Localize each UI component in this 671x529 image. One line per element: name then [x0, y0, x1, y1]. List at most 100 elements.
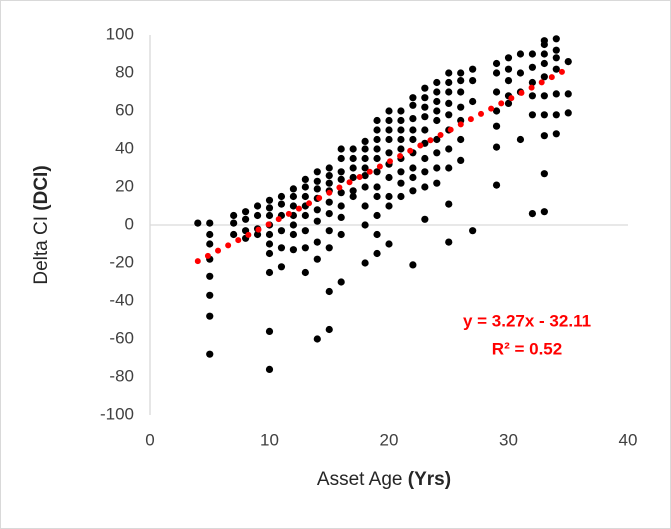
point: [277, 200, 286, 208]
point: [492, 69, 501, 77]
point: [421, 113, 429, 121]
point: [433, 135, 441, 144]
point: [206, 350, 214, 358]
point: [265, 196, 274, 204]
point: [540, 132, 548, 140]
point: [313, 177, 321, 185]
point: [409, 164, 417, 172]
point: [445, 88, 453, 96]
point: [230, 219, 238, 227]
point: [385, 192, 393, 201]
point: [397, 192, 405, 201]
point: [492, 107, 501, 115]
point: [301, 192, 309, 201]
point: [349, 192, 357, 201]
point: [337, 278, 345, 286]
point: [325, 325, 333, 334]
point: [385, 135, 393, 144]
point: [373, 249, 381, 258]
point: [385, 240, 393, 248]
point: [397, 116, 405, 125]
point: [397, 179, 405, 187]
point: [433, 179, 441, 187]
point: [421, 154, 429, 163]
point: [349, 173, 357, 182]
point: [289, 192, 297, 201]
point: [325, 164, 333, 172]
point: [421, 126, 429, 134]
point: [552, 46, 560, 54]
point: [469, 227, 477, 235]
point: [564, 58, 572, 66]
point: [337, 213, 345, 221]
point: [457, 135, 465, 144]
point: [337, 145, 345, 153]
point: [253, 211, 262, 220]
point: [492, 59, 501, 68]
point: [528, 210, 537, 218]
point: [265, 240, 274, 248]
point: [409, 173, 417, 182]
point: [552, 130, 560, 138]
x-axis-label-bold: (Yrs): [408, 469, 451, 490]
point: [265, 230, 274, 239]
point: [445, 164, 453, 172]
point: [433, 88, 441, 96]
point: [373, 145, 381, 153]
point: [301, 211, 309, 220]
point: [337, 189, 345, 197]
point: [552, 65, 560, 73]
point: [385, 173, 393, 182]
point: [325, 179, 333, 187]
point: [433, 164, 441, 172]
y-tick-label: 20: [115, 176, 134, 195]
point: [385, 149, 393, 157]
point: [445, 200, 453, 208]
y-tick-label: 60: [115, 100, 134, 119]
point: [265, 204, 274, 212]
point: [433, 107, 441, 115]
x-tick-label: 40: [619, 430, 638, 449]
point: [540, 40, 548, 49]
x-axis-label: Asset Age (Yrs): [317, 469, 451, 490]
point: [552, 90, 560, 98]
point: [373, 126, 381, 134]
point: [313, 238, 321, 246]
point: [385, 116, 393, 125]
point: [457, 69, 465, 77]
point: [313, 185, 321, 193]
point: [361, 259, 369, 267]
point: [361, 202, 369, 210]
point: [540, 111, 548, 119]
point: [301, 175, 309, 183]
point: [289, 221, 297, 229]
annotation: R² = 0.52: [492, 339, 562, 358]
point: [373, 168, 381, 176]
point: [433, 149, 441, 157]
point: [265, 249, 274, 258]
point: [206, 312, 214, 320]
point: [230, 211, 238, 220]
point: [373, 116, 381, 125]
point: [337, 154, 345, 163]
point: [528, 78, 537, 87]
point: [277, 192, 286, 201]
point: [409, 115, 417, 123]
point: [409, 135, 417, 144]
point: [445, 69, 453, 77]
point: [277, 263, 286, 271]
point: [265, 327, 274, 335]
point: [301, 183, 309, 191]
y-tick-label: -40: [109, 290, 134, 309]
point: [516, 69, 525, 77]
x-tick-label: 0: [145, 430, 154, 449]
point: [469, 97, 477, 106]
point: [492, 181, 501, 189]
x-tick-label: 30: [499, 430, 518, 449]
point: [385, 126, 393, 134]
point: [301, 268, 309, 277]
point: [504, 54, 513, 62]
point: [397, 135, 405, 144]
point: [469, 65, 477, 73]
